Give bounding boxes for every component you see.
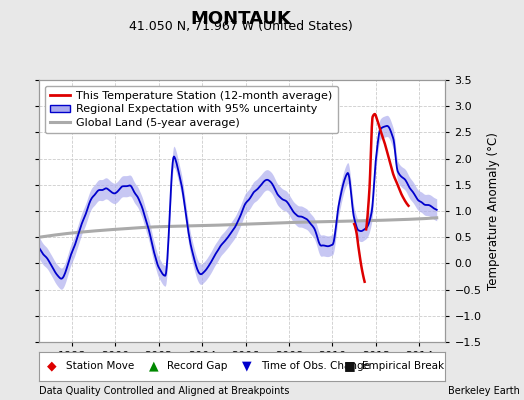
Y-axis label: Temperature Anomaly (°C): Temperature Anomaly (°C): [487, 132, 500, 290]
Text: Record Gap: Record Gap: [167, 361, 227, 371]
Text: ■: ■: [344, 359, 356, 372]
Text: ▼: ▼: [242, 359, 252, 372]
Text: Empirical Break: Empirical Break: [362, 361, 444, 371]
Text: Station Move: Station Move: [66, 361, 134, 371]
Text: Berkeley Earth: Berkeley Earth: [448, 386, 520, 396]
Text: 41.050 N, 71.967 W (United States): 41.050 N, 71.967 W (United States): [129, 20, 353, 33]
Text: MONTAUK: MONTAUK: [191, 10, 291, 28]
Text: ▲: ▲: [149, 359, 159, 372]
Text: ◆: ◆: [47, 359, 57, 372]
Text: Data Quality Controlled and Aligned at Breakpoints: Data Quality Controlled and Aligned at B…: [39, 386, 290, 396]
Legend: This Temperature Station (12-month average), Regional Expectation with 95% uncer: This Temperature Station (12-month avera…: [45, 86, 338, 133]
Text: Time of Obs. Change: Time of Obs. Change: [260, 361, 369, 371]
